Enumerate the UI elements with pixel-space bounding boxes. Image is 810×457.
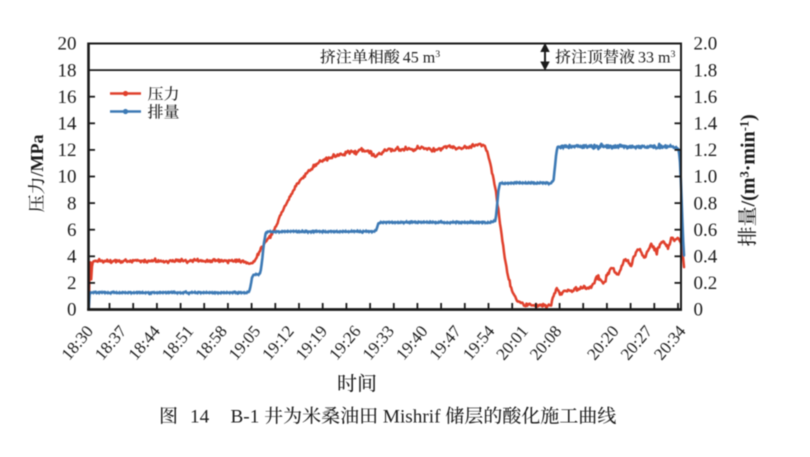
svg-text:1.6: 1.6 [694, 87, 718, 108]
svg-text:0: 0 [694, 300, 704, 321]
svg-text:10: 10 [58, 167, 77, 188]
svg-text:6: 6 [67, 220, 77, 241]
svg-text:18: 18 [58, 60, 77, 81]
svg-text:45 m3: 45 m3 [403, 49, 440, 67]
svg-text:/MPa: /MPa [27, 135, 47, 178]
svg-text:2: 2 [67, 273, 77, 294]
svg-text:16: 16 [58, 87, 77, 108]
svg-text:1.0: 1.0 [694, 167, 718, 188]
svg-text:0.8: 0.8 [694, 193, 718, 214]
svg-text:8: 8 [67, 193, 77, 214]
svg-text:4: 4 [67, 247, 77, 268]
svg-text:33 m3: 33 m3 [638, 49, 675, 67]
svg-text:2.0: 2.0 [694, 34, 718, 55]
svg-text:0.4: 0.4 [694, 247, 718, 268]
svg-text:Mishrif: Mishrif [378, 407, 445, 428]
svg-text:14: 14 [58, 114, 78, 135]
svg-text:B-1: B-1 [231, 407, 260, 428]
svg-text:0.6: 0.6 [694, 220, 718, 241]
svg-text:/(m3·min-1): /(m3·min-1) [738, 114, 760, 207]
svg-text:1.4: 1.4 [694, 114, 718, 135]
svg-text:1.2: 1.2 [694, 140, 718, 161]
svg-text:14: 14 [190, 407, 210, 428]
svg-text:1.8: 1.8 [694, 60, 718, 81]
svg-text:0.2: 0.2 [694, 273, 718, 294]
svg-text:0: 0 [67, 300, 77, 321]
svg-text:20: 20 [58, 34, 77, 55]
svg-text:12: 12 [58, 140, 77, 161]
